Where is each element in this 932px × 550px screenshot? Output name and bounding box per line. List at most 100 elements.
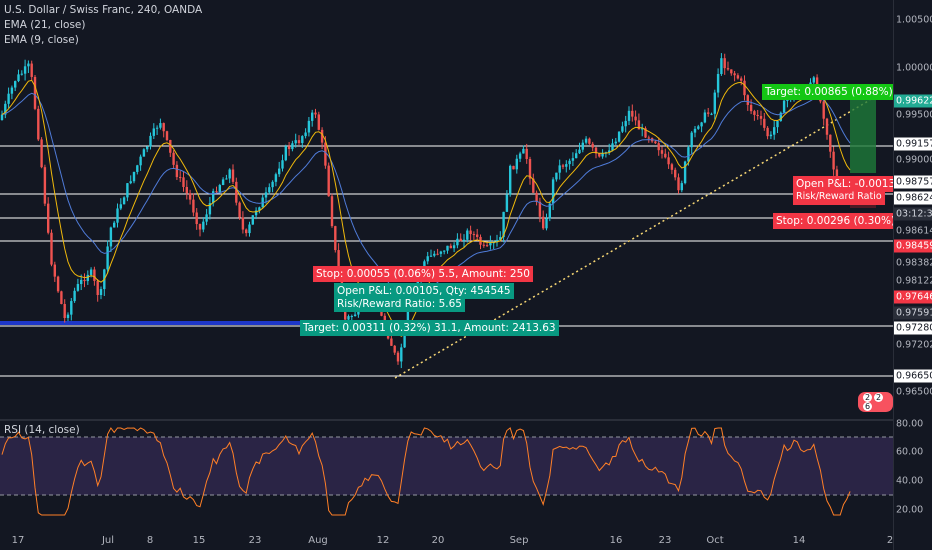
right-target-label[interactable]: Target: 0.00865 (0.88%) 86.5, <box>762 84 926 100</box>
price-label: 0.98757 <box>894 175 932 189</box>
candle-body <box>733 73 736 76</box>
price-label: 0.98624 <box>894 191 932 205</box>
candle-body <box>0 114 4 120</box>
candle-body <box>248 224 251 234</box>
candle-body <box>188 193 192 200</box>
candle-body <box>152 128 155 136</box>
candle-body <box>832 151 835 170</box>
candle-body <box>713 92 716 114</box>
right-openpl-label[interactable]: Open P&L: -0.00133, Q <box>793 176 920 192</box>
x-tick: 2 <box>886 535 894 546</box>
candle-body <box>578 149 581 154</box>
candle-body <box>169 139 172 153</box>
candle-body <box>542 216 545 229</box>
candle-body <box>347 316 350 320</box>
candle-body <box>231 169 235 182</box>
price-label: 0.96650 <box>894 369 932 383</box>
candle-body <box>581 142 584 150</box>
candle-body <box>403 325 406 348</box>
candle-body <box>782 100 786 113</box>
candle-body <box>7 93 10 104</box>
candle-body <box>726 68 730 70</box>
candle-body <box>558 165 561 173</box>
x-tick: 12 <box>376 535 390 546</box>
candle-body <box>50 232 53 265</box>
x-tick: 20 <box>431 535 445 546</box>
candle-body <box>228 169 231 179</box>
x-tick: Aug <box>308 535 328 546</box>
candle-body <box>304 132 307 137</box>
badge-count: 2 <box>863 393 872 402</box>
candle-body <box>773 127 776 135</box>
candle-body <box>33 76 37 109</box>
candle-body <box>327 165 330 197</box>
candle-body <box>245 229 248 234</box>
candle-body <box>631 110 634 117</box>
candle-body <box>555 172 558 180</box>
price-axis[interactable]: 1.00500 1.00000 0.99500 0.99000 0.96500 … <box>893 0 932 550</box>
candle-body <box>776 120 779 128</box>
badge-count: 6 <box>863 402 872 411</box>
candle-body <box>281 160 284 169</box>
candle-body <box>215 191 218 193</box>
candle-body <box>528 159 532 179</box>
candle-body <box>142 149 146 157</box>
candle-body <box>83 279 86 282</box>
candle-body <box>644 128 647 138</box>
candle-body <box>723 58 726 69</box>
x-tick: Oct <box>706 535 724 546</box>
candle-body <box>30 63 33 77</box>
candle-body <box>756 114 759 117</box>
left-rr-label[interactable]: Risk/Reward Ratio: 5.65 <box>334 296 465 312</box>
events-badge[interactable]: 2 26 <box>858 392 893 412</box>
ema9-legend[interactable]: EMA (9, close) <box>4 34 79 46</box>
candle-body <box>109 227 113 247</box>
candle-body <box>324 142 327 166</box>
candle-body <box>456 238 459 246</box>
candle-body <box>740 78 743 81</box>
candle-body <box>27 63 30 67</box>
candle-body <box>601 153 604 157</box>
candle-body <box>707 112 710 114</box>
candle-body <box>664 153 667 158</box>
candle-body <box>337 250 340 274</box>
candle-body <box>241 217 245 230</box>
candle-body <box>598 153 601 157</box>
candle-body <box>14 81 17 88</box>
candle-body <box>634 116 637 121</box>
price-label: 0.98122 <box>896 275 932 287</box>
ema21-legend[interactable]: EMA (21, close) <box>4 19 86 31</box>
chart-legend[interactable]: U.S. Dollar / Swiss Franc, 240, OANDA EM… <box>4 3 202 48</box>
candle-body <box>334 226 337 251</box>
rsi-legend[interactable]: RSI (14, close) <box>4 424 80 436</box>
candle-body <box>380 309 383 316</box>
candle-body <box>60 291 63 305</box>
candle-body <box>251 215 254 225</box>
left-target-label[interactable]: Target: 0.00311 (0.32%) 31.1, Amount: 24… <box>300 320 559 336</box>
candle-body <box>452 245 456 249</box>
candle-body <box>192 199 195 213</box>
candle-body <box>476 234 479 237</box>
symbol-title[interactable]: U.S. Dollar / Swiss Franc, 240, OANDA <box>4 4 203 16</box>
rsi-line <box>1 427 851 516</box>
candle-body <box>812 77 815 83</box>
candle-body <box>4 103 7 115</box>
candle-body <box>512 165 515 170</box>
candle-body <box>749 104 753 112</box>
left-stop-label[interactable]: Stop: 0.00055 (0.06%) 5.5, Amount: 250 <box>313 266 533 282</box>
left-openpl-label[interactable]: Open P&L: 0.00105, Qty: 454545 <box>334 283 514 299</box>
candle-body <box>446 245 449 251</box>
right-stop-label[interactable]: Stop: 0.00296 (0.30%) 29.6 <box>773 213 925 229</box>
right-rr-label[interactable]: Risk/Reward Ratio <box>793 189 885 205</box>
candle-body <box>63 304 66 318</box>
x-tick: Sep <box>509 535 529 546</box>
candle-body <box>680 183 683 191</box>
candle-body <box>575 153 578 159</box>
candle-body <box>654 141 657 144</box>
candle-body <box>182 177 185 187</box>
candle-body <box>489 242 492 246</box>
price-label-stop: 0.98459 <box>894 239 932 253</box>
candle-body <box>165 131 169 140</box>
rsi-tick: 60.00 <box>896 446 924 458</box>
